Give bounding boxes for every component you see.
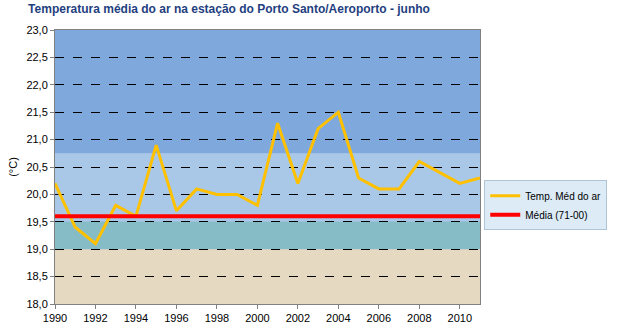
svg-text:23,0: 23,0 xyxy=(26,24,47,36)
svg-text:21,0: 21,0 xyxy=(26,133,47,145)
svg-text:2004: 2004 xyxy=(326,312,350,324)
svg-text:21,5: 21,5 xyxy=(26,106,47,118)
svg-text:1992: 1992 xyxy=(83,312,107,324)
svg-text:(°C): (°C) xyxy=(7,157,19,177)
svg-text:19,0: 19,0 xyxy=(26,243,47,255)
svg-text:Temperatura média do ar na est: Temperatura média do ar na estação do Po… xyxy=(28,2,430,16)
svg-text:18,5: 18,5 xyxy=(26,270,47,282)
svg-text:2000: 2000 xyxy=(245,312,269,324)
svg-text:2010: 2010 xyxy=(448,312,472,324)
svg-text:1998: 1998 xyxy=(205,312,229,324)
svg-text:20,5: 20,5 xyxy=(26,161,47,173)
svg-text:Média (71-00): Média (71-00) xyxy=(525,210,587,221)
svg-text:22,5: 22,5 xyxy=(26,51,47,63)
svg-text:2006: 2006 xyxy=(367,312,391,324)
svg-text:1996: 1996 xyxy=(164,312,188,324)
svg-text:2002: 2002 xyxy=(286,312,310,324)
svg-text:19,5: 19,5 xyxy=(26,216,47,228)
svg-text:22,0: 22,0 xyxy=(26,79,47,91)
svg-text:18,0: 18,0 xyxy=(26,298,47,310)
svg-text:1990: 1990 xyxy=(43,312,67,324)
svg-text:1994: 1994 xyxy=(124,312,148,324)
svg-text:20,0: 20,0 xyxy=(26,188,47,200)
svg-text:2008: 2008 xyxy=(407,312,431,324)
svg-text:Temp. Méd do ar: Temp. Méd do ar xyxy=(525,191,601,202)
